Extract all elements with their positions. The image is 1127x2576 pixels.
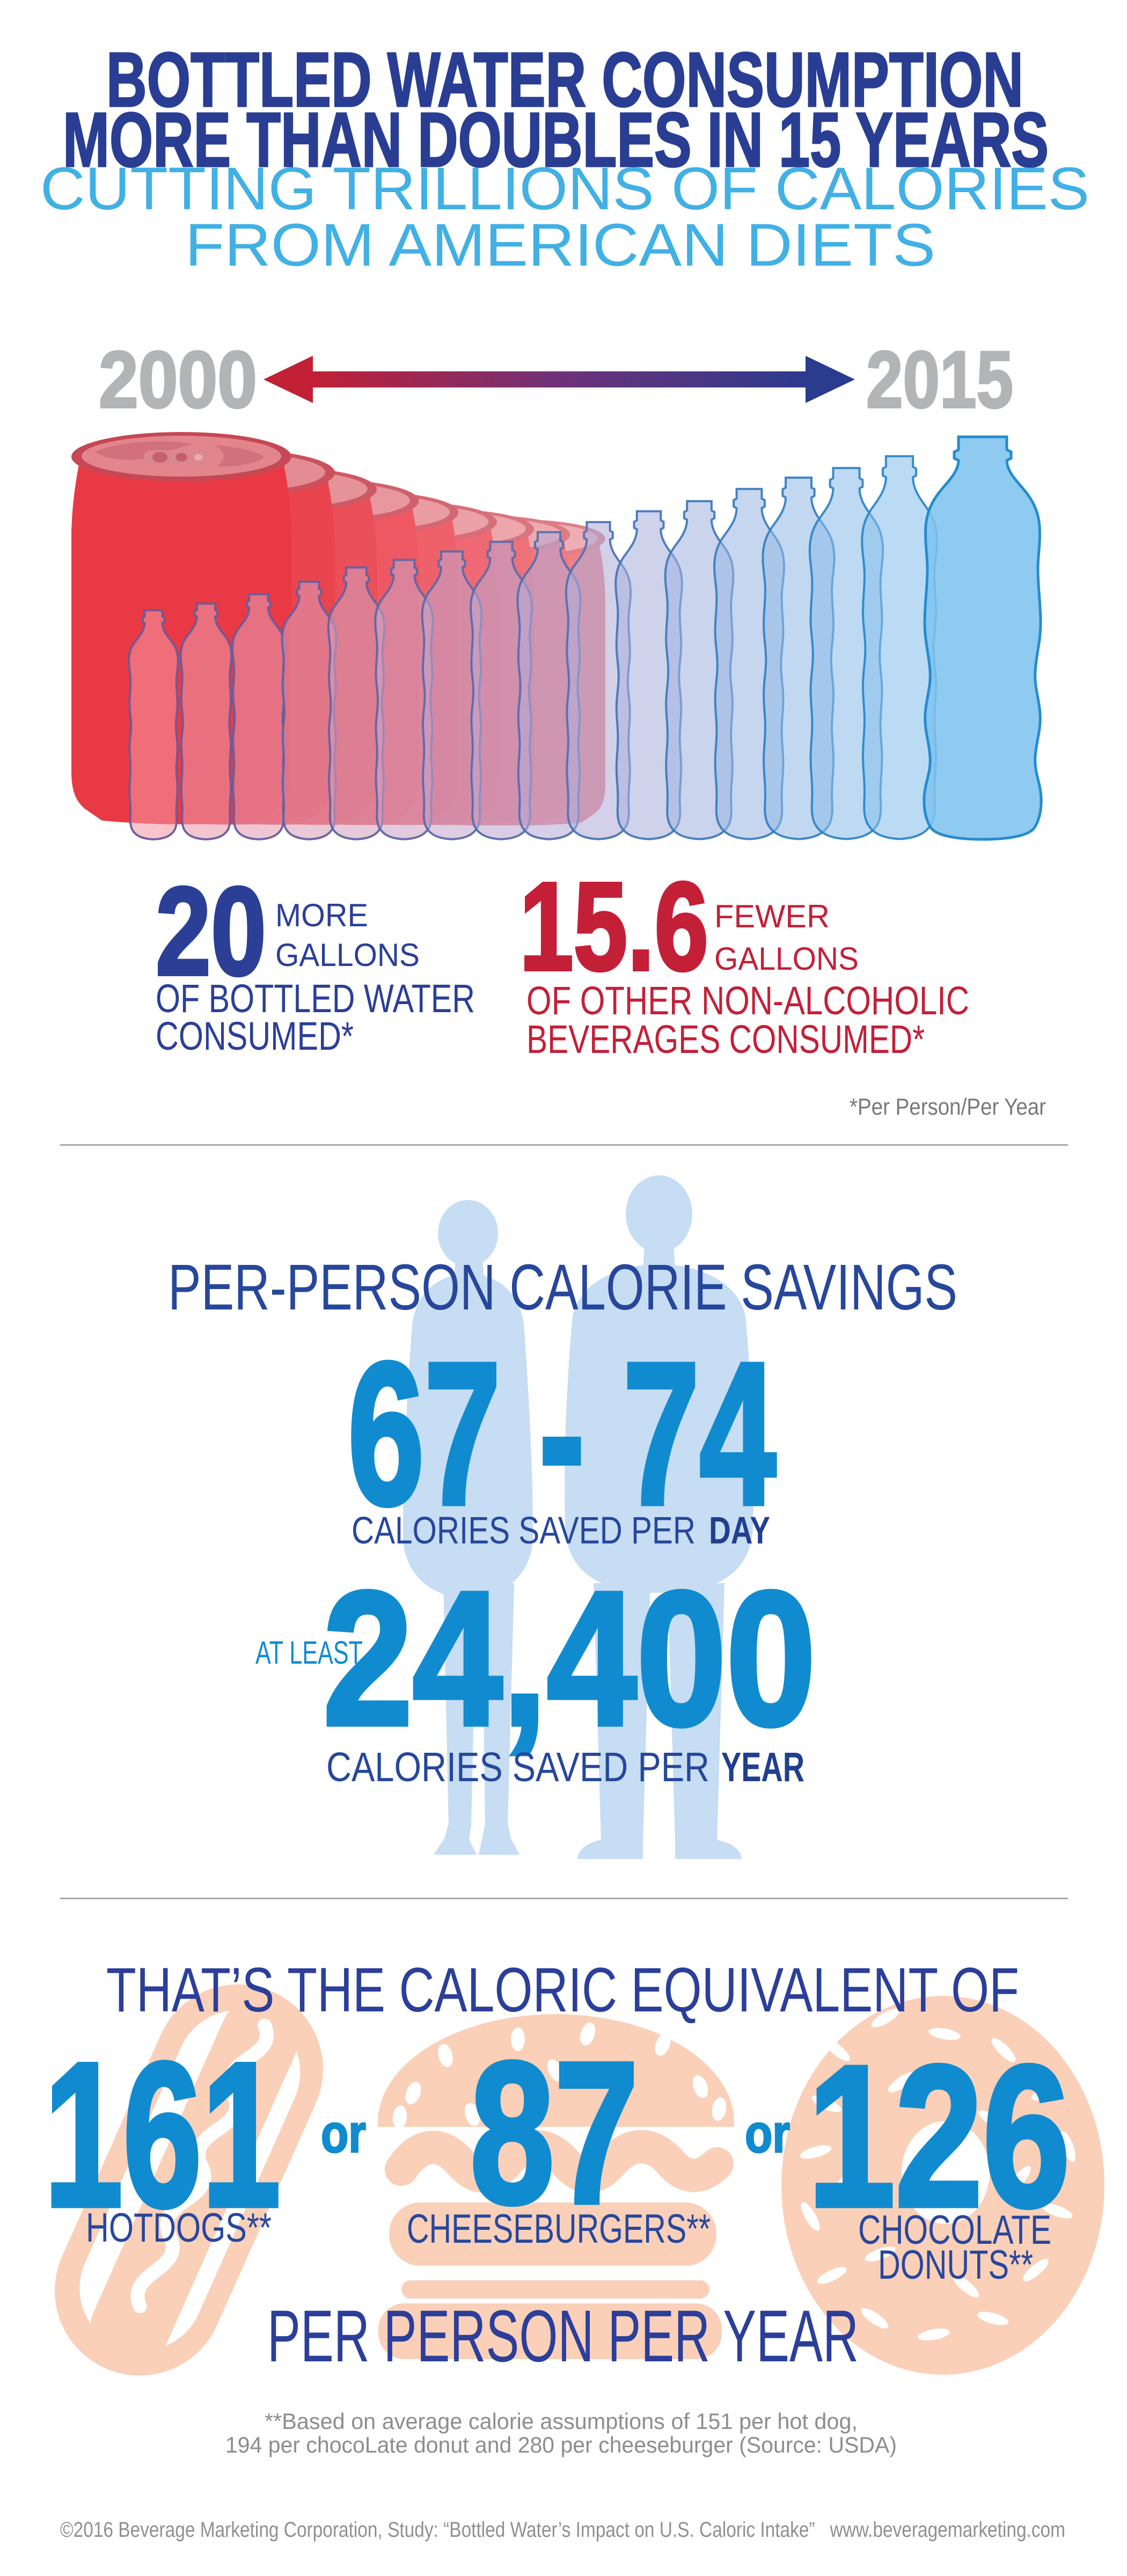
svg-text:CHEESEBURGERS**: CHEESEBURGERS** xyxy=(407,2206,711,2252)
svg-text:87: 87 xyxy=(470,2020,639,2245)
svg-text:GALLONS: GALLONS xyxy=(275,937,420,973)
svg-text:MORE: MORE xyxy=(275,897,368,933)
svg-text:FROM AMERICAN DIETS: FROM AMERICAN DIETS xyxy=(185,211,935,279)
svg-text:DAY: DAY xyxy=(709,1510,770,1552)
svg-text:15.6: 15.6 xyxy=(519,856,708,997)
svg-text:BEVERAGES CONSUMED*: BEVERAGES CONSUMED* xyxy=(526,1017,925,1062)
svg-text:20: 20 xyxy=(156,861,266,1001)
svg-text:CALORIES SAVED PER: CALORIES SAVED PER xyxy=(352,1510,696,1552)
svg-text:or: or xyxy=(321,2104,366,2164)
svg-text:GALLONS: GALLONS xyxy=(714,941,859,977)
svg-text:OF BOTTLED WATER: OF BOTTLED WATER xyxy=(156,976,475,1021)
svg-text:THAT’S THE CALORIC EQUIVALENT: THAT’S THE CALORIC EQUIVALENT OF xyxy=(106,1955,1019,2025)
svg-text:©2016 Beverage Marketing Corpo: ©2016 Beverage Marketing Corporation, St… xyxy=(60,2518,1065,2542)
svg-text:HOTDOGS**: HOTDOGS** xyxy=(86,2205,272,2251)
svg-text:MORE THAN DOUBLES IN 15 YEARS: MORE THAN DOUBLES IN 15 YEARS xyxy=(63,97,1049,183)
svg-text:BOTTLED WATER CONSUMPTION: BOTTLED WATER CONSUMPTION xyxy=(106,36,1023,123)
svg-text:YEAR: YEAR xyxy=(721,1744,804,1790)
svg-text:CONSUMED*: CONSUMED* xyxy=(156,1014,354,1058)
svg-text:CALORIES SAVED PER: CALORIES SAVED PER xyxy=(326,1744,709,1790)
svg-text:161: 161 xyxy=(44,2020,281,2250)
svg-text:2015: 2015 xyxy=(866,334,1013,425)
svg-text:PER PERSON PER YEAR: PER PERSON PER YEAR xyxy=(267,2295,859,2377)
svg-text:AT LEAST: AT LEAST xyxy=(255,1635,363,1671)
svg-text:CHOCOLATE: CHOCOLATE xyxy=(858,2207,1051,2253)
svg-text:OF OTHER NON-ALCOHOLIC: OF OTHER NON-ALCOHOLIC xyxy=(526,978,969,1023)
svg-text:126: 126 xyxy=(808,2024,1070,2249)
svg-text:DONUTS**: DONUTS** xyxy=(878,2242,1033,2288)
svg-text:67 - 74: 67 - 74 xyxy=(348,1321,777,1547)
svg-text:CUTTING TRILLIONS OF CALORIES: CUTTING TRILLIONS OF CALORIES xyxy=(40,155,1089,222)
svg-text:**Based on average calorie ass: **Based on average calorie assumptions o… xyxy=(265,2409,858,2434)
svg-text:2000: 2000 xyxy=(99,334,257,425)
svg-text:or: or xyxy=(745,2104,790,2164)
svg-text:*Per Person/Per Year: *Per Person/Per Year xyxy=(850,1094,1046,1120)
svg-text:24,400: 24,400 xyxy=(323,1553,816,1765)
svg-text:PER-PERSON CALORIE SAVINGS: PER-PERSON CALORIE SAVINGS xyxy=(168,1250,957,1323)
svg-text:FEWER: FEWER xyxy=(714,898,830,934)
svg-text:194 per chocoLate donut and 28: 194 per chocoLate donut and 280 per chee… xyxy=(225,2432,897,2457)
